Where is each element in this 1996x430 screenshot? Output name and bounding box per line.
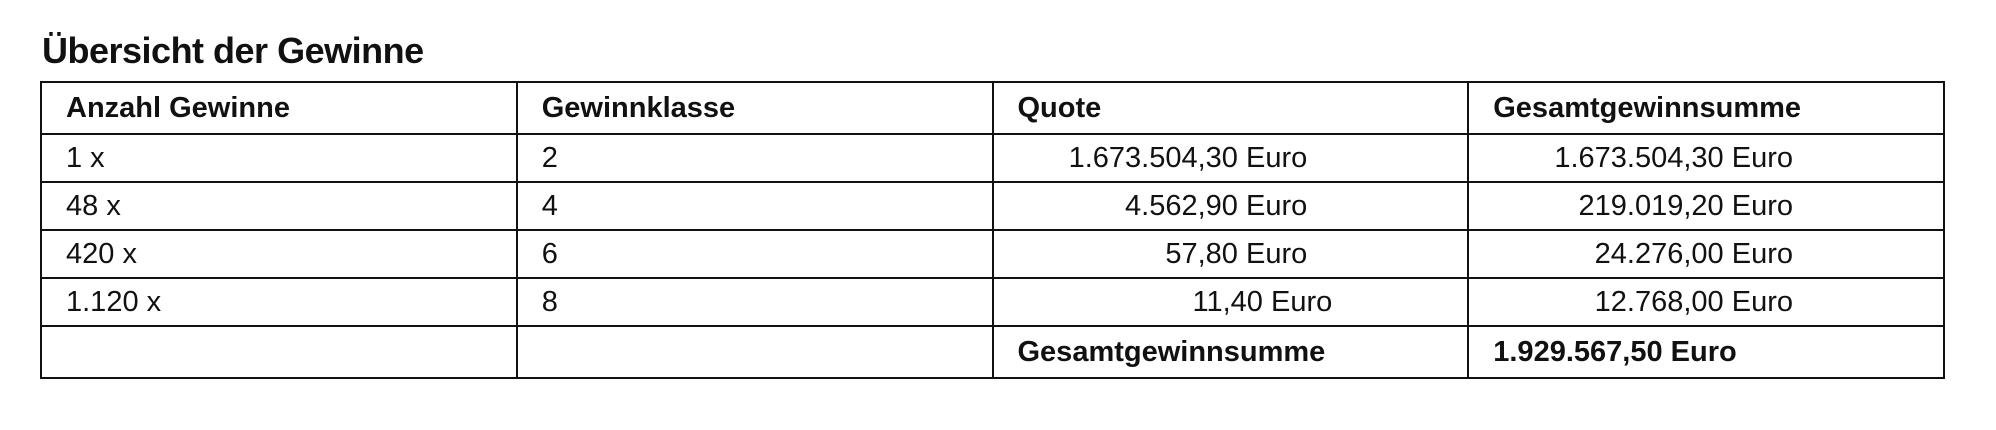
cell-anzahl: 420 x — [40, 229, 518, 279]
table-row: 1 x 2 1.673.504,30 Euro 1.673.504,30 Eur… — [40, 133, 1945, 183]
cell-quote: 1.673.504,30 Euro — [991, 133, 1470, 183]
table-header-row: Anzahl Gewinne Gewinnklasse Quote Gesamt… — [40, 81, 1945, 135]
empty-cell — [40, 325, 518, 379]
cell-anzahl: 1 x — [40, 133, 518, 183]
cell-gesamt: 1.673.504,30 Euro — [1467, 133, 1945, 183]
page-title: Übersicht der Gewinne — [42, 30, 424, 71]
cell-anzahl: 48 x — [40, 181, 518, 231]
cell-gesamt: 24.276,00 Euro — [1467, 229, 1945, 279]
total-label: Gesamtgewinnsumme — [991, 325, 1470, 379]
cell-gewinnklasse: 8 — [515, 277, 994, 327]
table-row: 1.120 x 8 11,40 Euro 12.768,00 Euro — [40, 277, 1945, 327]
cell-quote: 4.562,90 Euro — [991, 181, 1470, 231]
cell-gewinnklasse: 4 — [515, 181, 994, 231]
cell-gesamt: 219.019,20 Euro — [1467, 181, 1945, 231]
cell-gewinnklasse: 2 — [515, 133, 994, 183]
header-gewinnklasse: Gewinnklasse — [515, 81, 994, 135]
cell-quote: 11,40 Euro — [991, 277, 1470, 327]
winnings-table: Anzahl Gewinne Gewinnklasse Quote Gesamt… — [40, 81, 1945, 379]
table-row: 48 x 4 4.562,90 Euro 219.019,20 Euro — [40, 181, 1945, 231]
header-anzahl: Anzahl Gewinne — [40, 81, 518, 135]
empty-cell — [515, 325, 994, 379]
header-gesamtgewinnsumme: Gesamtgewinnsumme — [1467, 81, 1945, 135]
total-row: Gesamtgewinnsumme 1.929.567,50 Euro — [40, 325, 1945, 379]
cell-gewinnklasse: 6 — [515, 229, 994, 279]
cell-gesamt: 12.768,00 Euro — [1467, 277, 1945, 327]
header-quote: Quote — [991, 81, 1470, 135]
cell-quote: 57,80 Euro — [991, 229, 1470, 279]
table-row: 420 x 6 57,80 Euro 24.276,00 Euro — [40, 229, 1945, 279]
cell-anzahl: 1.120 x — [40, 277, 518, 327]
total-value: 1.929.567,50 Euro — [1467, 325, 1945, 379]
